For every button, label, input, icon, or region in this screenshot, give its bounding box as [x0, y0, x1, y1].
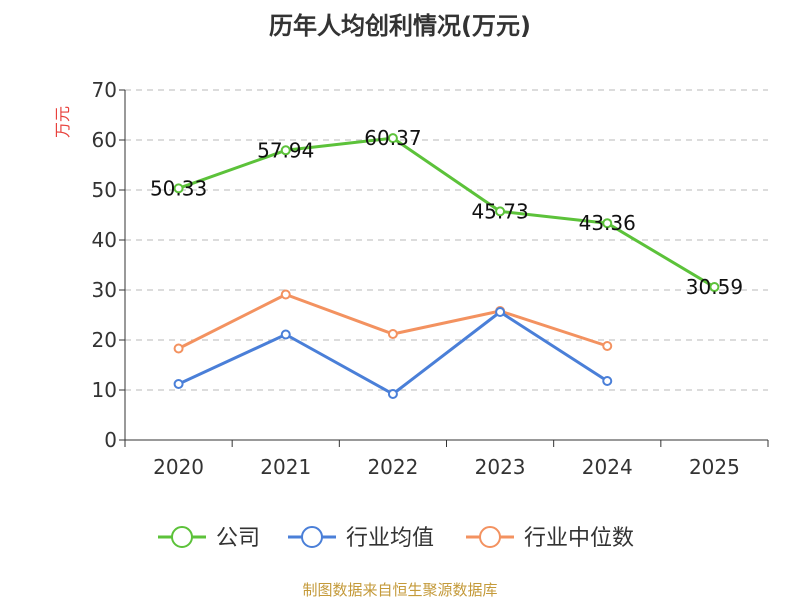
data-label: 50.33 — [150, 176, 207, 200]
data-point — [387, 133, 398, 144]
legend: 公司 行业均值 行业中位数 — [158, 526, 634, 551]
series-0 — [173, 133, 720, 293]
data-point — [280, 145, 291, 156]
data-label: 45.73 — [471, 199, 528, 223]
legend-marker — [301, 526, 323, 548]
data-label: 43.36 — [579, 211, 636, 235]
data-point — [387, 329, 398, 339]
data-label: 60.37 — [364, 126, 421, 150]
legend-label: 行业中位数 — [524, 526, 634, 551]
data-point — [495, 206, 506, 217]
data-point — [495, 307, 506, 317]
legend-label: 行业均值 — [346, 526, 434, 551]
y-tick-label: 50 — [92, 178, 117, 202]
data-labels: 50.33 57.94 60.37 45.73 43.36 30.59 — [150, 126, 743, 299]
legend-item-0[interactable]: 公司 — [158, 526, 260, 551]
x-tick-label: 2025 — [689, 455, 740, 479]
data-label: 30.59 — [686, 275, 743, 299]
grid-lines — [125, 89, 768, 391]
source-note: 制图数据来自恒生聚源数据库 — [302, 581, 497, 599]
series-1 — [173, 307, 613, 399]
series-2 — [173, 289, 613, 354]
y-tick-label: 0 — [104, 428, 117, 452]
data-point — [173, 343, 184, 354]
legend-marker — [479, 526, 501, 548]
x-tick-label: 2022 — [367, 455, 418, 479]
data-point — [280, 329, 291, 340]
y-tick-label: 30 — [92, 278, 117, 302]
legend-label: 公司 — [216, 526, 260, 551]
data-point — [602, 341, 613, 351]
legend-item-2[interactable]: 行业中位数 — [466, 526, 634, 551]
chart-title: 历年人均创利情况(万元) — [269, 12, 531, 40]
data-point — [173, 183, 184, 194]
y-tick-label: 40 — [92, 228, 117, 252]
y-tick-label: 20 — [92, 328, 117, 352]
series-line — [178, 136, 716, 289]
x-tick-labels: 2020 2021 2022 2023 2024 2025 — [153, 455, 740, 479]
y-tick-label: 70 — [92, 78, 117, 102]
data-point — [173, 379, 184, 389]
y-tick-labels: 0 10 20 30 40 50 60 70 — [92, 78, 117, 452]
x-tick-label: 2024 — [582, 455, 633, 479]
data-point — [602, 376, 613, 386]
legend-item-1[interactable]: 行业均值 — [288, 526, 434, 551]
data-point — [602, 218, 613, 229]
y-tick-label: 10 — [92, 378, 117, 402]
data-point — [280, 289, 291, 300]
legend-marker — [171, 526, 193, 548]
data-label: 57.94 — [257, 138, 314, 162]
data-point — [709, 282, 720, 293]
series-group — [173, 133, 720, 399]
y-tick-label: 60 — [92, 128, 117, 152]
data-point — [387, 389, 398, 399]
x-tick-label: 2020 — [153, 455, 204, 479]
x-tick-label: 2023 — [475, 455, 526, 479]
x-tick-label: 2021 — [260, 455, 311, 479]
y-axis-label: 万元 — [53, 106, 72, 138]
axes — [119, 89, 769, 447]
